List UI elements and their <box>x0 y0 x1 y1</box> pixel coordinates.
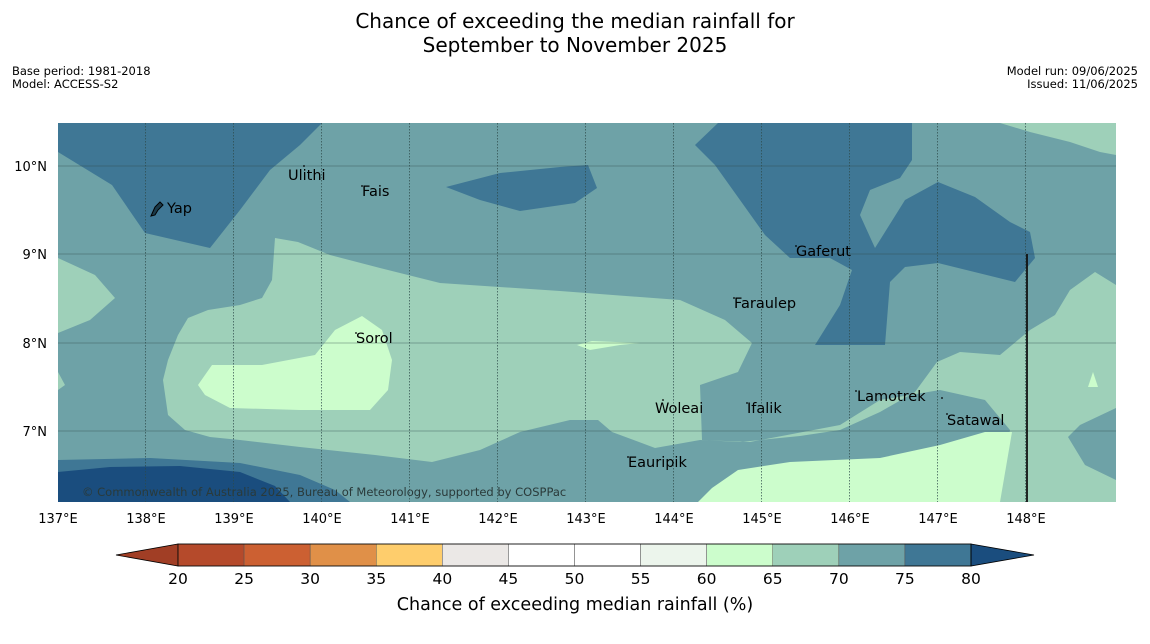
colorbar-tick-75: 75 <box>895 570 915 588</box>
lon-tick-140e: 140°E <box>302 512 342 527</box>
place-gaferut: Gaferut <box>796 244 851 260</box>
contour-75-80-northwest <box>58 123 322 248</box>
place-woleai: Woleai <box>655 401 703 417</box>
place-lamotrek: Lamotrek <box>857 389 926 405</box>
title-line-1: Chance of exceeding the median rainfall … <box>355 9 795 33</box>
place-ifalik: Ifalik <box>747 401 782 417</box>
place-sorol: Sorol <box>356 331 393 347</box>
contour-60-65-sorol <box>198 316 392 410</box>
colorbar-tick-65: 65 <box>763 570 783 588</box>
lon-tick-144e: 144°E <box>654 512 694 527</box>
place-satawal: Satawal <box>947 413 1004 429</box>
colorbar-tick-40: 40 <box>432 570 452 588</box>
base-period: Base period: 1981-2018 <box>12 64 151 78</box>
place-yap: Yap <box>166 201 192 217</box>
colorbar-tick-35: 35 <box>366 570 386 588</box>
contour-65-70-west-small <box>58 372 65 390</box>
place-eauripik: Eauripik <box>628 455 687 471</box>
map-area: Yap Ulithi Fais Gaferut Faraulep Sorol W… <box>58 123 1116 502</box>
colorbar-tick-60: 60 <box>697 570 717 588</box>
colorbar-ticks: 20 25 30 35 40 45 50 55 60 65 70 75 80 <box>168 570 981 588</box>
lon-tick-141e: 141°E <box>390 512 430 527</box>
colorbar-box-70-75 <box>838 543 906 567</box>
yap-island-shape <box>150 201 164 217</box>
contour-65-70-northeast-corner <box>1000 123 1116 155</box>
colorbar-tick-20: 20 <box>168 570 188 588</box>
model-name: Model: ACCESS-S2 <box>12 77 119 91</box>
lat-tick-7n: 7°N <box>23 425 48 440</box>
colorbar-tick-55: 55 <box>631 570 651 588</box>
colorbar-label: Chance of exceeding median rainfall (%) <box>397 595 753 615</box>
contour-80-plus-southwest <box>58 466 290 502</box>
lon-tick-143e: 143°E <box>566 512 606 527</box>
colorbar-box-25-30 <box>243 543 311 567</box>
contour-75-80-northeast <box>695 123 1035 345</box>
lat-tick-10n: 10°N <box>14 160 47 175</box>
colorbar-box-30-35 <box>309 543 377 567</box>
colorbar-tick-45: 45 <box>499 570 519 588</box>
colorbar-box-20-25 <box>177 543 245 567</box>
colorbar-box-45-50 <box>508 543 575 567</box>
lon-ticks: 137°E 138°E 139°E 140°E 141°E 142°E 143°… <box>38 512 1046 527</box>
lon-tick-145e: 145°E <box>742 512 782 527</box>
chart-title: Chance of exceeding the median rainfall … <box>0 9 1150 57</box>
lat-tick-9n: 9°N <box>23 248 48 263</box>
lon-tick-147e: 147°E <box>918 512 958 527</box>
colorbar-boxes <box>177 543 972 567</box>
colorbar-tick-25: 25 <box>234 570 254 588</box>
place-fais: Fais <box>362 184 389 200</box>
lon-tick-138e: 138°E <box>126 512 166 527</box>
island-dots <box>303 165 948 458</box>
colorbar-box-75-80 <box>904 543 972 567</box>
colorbar-extend-high <box>970 543 1035 567</box>
meta-left: Base period: 1981-2018 Model: ACCESS-S2 <box>12 65 151 91</box>
lon-tick-137e: 137°E <box>38 512 78 527</box>
colorbar-extend-low <box>115 543 179 567</box>
colorbar-tick-80: 80 <box>961 570 981 588</box>
contour-65-70-main <box>163 238 1116 502</box>
colorbar-tick-70: 70 <box>829 570 849 588</box>
title-line-2: September to November 2025 <box>422 33 728 57</box>
colorbar-frame <box>177 543 972 567</box>
place-faraulep: Faraulep <box>734 296 796 312</box>
place-labels: Yap Ulithi Fais Gaferut Faraulep Sorol W… <box>166 168 1004 471</box>
colorbar-tick-50: 50 <box>565 570 585 588</box>
colorbar-box-65-70 <box>772 543 840 567</box>
lat-ticks: 10°N 9°N 8°N 7°N <box>14 160 47 440</box>
colorbar-box-35-40 <box>376 543 443 567</box>
colorbar-box-55-60 <box>640 543 707 567</box>
copyright-note: © Commonwealth of Australia 2025, Bureau… <box>82 485 566 499</box>
lon-tick-139e: 139°E <box>214 512 254 527</box>
lon-tick-142e: 142°E <box>478 512 518 527</box>
place-ulithi: Ulithi <box>288 168 326 184</box>
colorbar-tick-30: 30 <box>300 570 320 588</box>
contour-75-80-fais <box>446 165 597 211</box>
model-run: Model run: 09/06/2025 <box>1006 64 1138 78</box>
contour-65-70-west <box>58 258 115 333</box>
colorbar-box-60-65 <box>706 543 774 567</box>
contour-60-65-southeast <box>698 432 1012 502</box>
lon-tick-146e: 146°E <box>830 512 870 527</box>
colorbar: 20 25 30 35 40 45 50 55 60 65 70 75 80 Chance of exc… <box>115 543 1035 615</box>
colorbar-box-40-45 <box>442 543 509 567</box>
gridlines <box>58 123 1116 502</box>
issued-date: Issued: 11/06/2025 <box>1027 77 1138 91</box>
colorbar-box-50-55 <box>574 543 641 567</box>
contour-60-65-east <box>1088 372 1098 387</box>
lon-tick-148e: 148°E <box>1006 512 1046 527</box>
lat-tick-8n: 8°N <box>23 337 48 352</box>
meta-right: Model run: 09/06/2025 Issued: 11/06/2025 <box>1007 65 1138 91</box>
